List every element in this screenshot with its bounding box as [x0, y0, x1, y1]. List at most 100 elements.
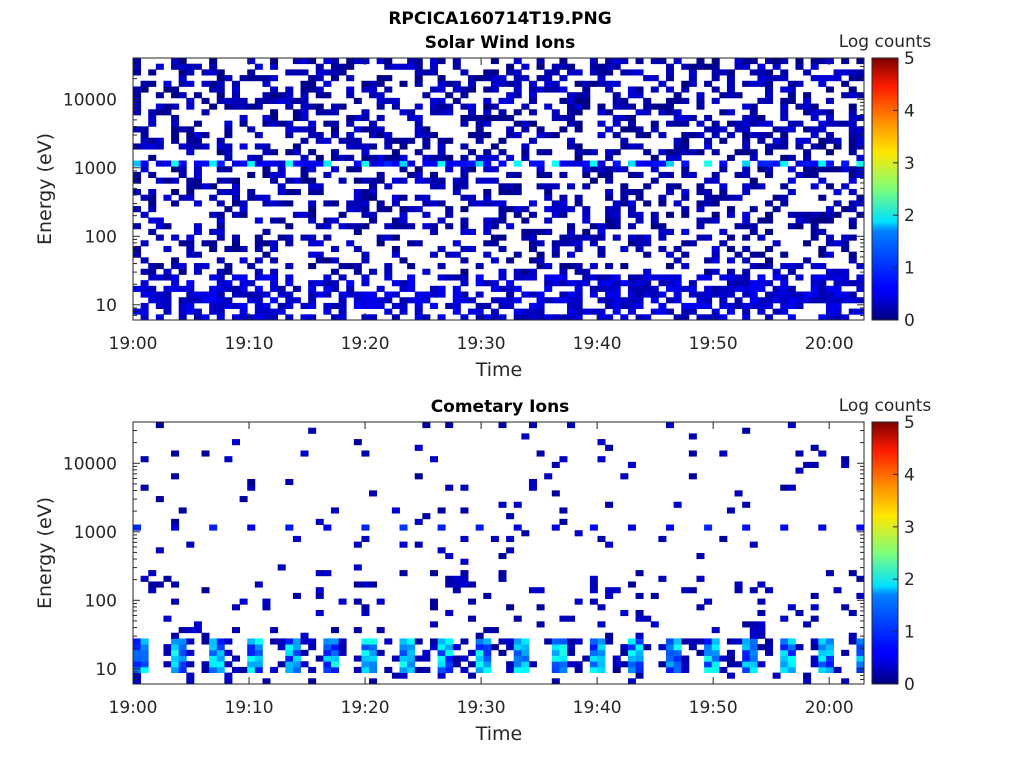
heatmap-cell: [429, 132, 438, 139]
heatmap-cell: [148, 217, 157, 224]
heatmap-cell: [300, 302, 309, 310]
heatmap-cell: [330, 217, 339, 224]
heatmap-cell: [254, 245, 263, 253]
heatmap-cell: [292, 644, 301, 651]
heatmap-cell: [848, 189, 857, 196]
heatmap-cell: [544, 263, 553, 270]
heatmap-cell: [391, 507, 400, 514]
heatmap-cell: [536, 251, 545, 258]
heatmap-cell: [330, 314, 339, 321]
heatmap-cell: [209, 297, 218, 304]
heatmap-cell: [369, 297, 378, 304]
heatmap-cell: [224, 97, 233, 104]
heatmap-cell: [483, 302, 492, 310]
heatmap-cell: [612, 160, 621, 167]
heatmap-cell: [825, 302, 834, 310]
heatmap-cell: [551, 649, 560, 656]
heatmap-cell: [742, 314, 751, 321]
heatmap-cell: [399, 206, 408, 213]
heatmap-cell: [460, 257, 469, 264]
heatmap-cell: [612, 58, 621, 65]
heatmap-cell: [201, 263, 210, 270]
heatmap-cell: [140, 194, 149, 201]
heatmap-cell: [567, 228, 576, 235]
heatmap-cell: [285, 644, 294, 651]
heatmap-cell: [353, 666, 362, 674]
heatmap-cell: [300, 314, 309, 321]
heatmap-cell: [605, 501, 614, 508]
heatmap-cell: [163, 223, 172, 230]
heatmap-cell: [133, 160, 142, 167]
heatmap-cell: [757, 297, 766, 304]
heatmap-cell: [285, 223, 294, 230]
heatmap-cell: [612, 666, 621, 674]
heatmap-cell: [429, 86, 438, 93]
heatmap-cell: [133, 661, 142, 668]
heatmap-cell: [437, 217, 446, 224]
heatmap-cell: [133, 206, 142, 213]
heatmap-cell: [551, 678, 560, 685]
heatmap-cell: [498, 80, 507, 87]
heatmap-cell: [582, 166, 591, 173]
heatmap-cell: [772, 206, 781, 213]
heatmap-cell: [254, 644, 263, 651]
heatmap-cell: [475, 638, 484, 645]
heatmap-cell: [247, 644, 256, 651]
heatmap-cell: [620, 297, 629, 304]
heatmap-cell: [795, 103, 804, 110]
heatmap-cell: [475, 177, 484, 184]
heatmap-cell: [803, 160, 812, 167]
heatmap-cell: [353, 245, 362, 253]
heatmap-cell: [704, 666, 713, 674]
heatmap-cell: [810, 297, 819, 304]
heatmap-cell: [780, 484, 789, 491]
heatmap-cell: [742, 285, 751, 292]
heatmap-cell: [681, 314, 690, 321]
heatmap-cell: [559, 268, 568, 275]
heatmap-cell: [848, 143, 857, 150]
heatmap-cell: [742, 103, 751, 110]
heatmap-cell: [825, 666, 834, 674]
heatmap-cell: [483, 120, 492, 127]
heatmap-cell: [429, 223, 438, 230]
heatmap-cell: [749, 103, 758, 110]
heatmap-cell: [353, 177, 362, 184]
heatmap-cell: [384, 63, 393, 70]
heatmap-cell: [734, 251, 743, 258]
heatmap-cell: [521, 217, 530, 224]
heatmap-cell: [452, 177, 461, 184]
heatmap-cell: [726, 132, 735, 139]
heatmap-cell: [574, 160, 583, 167]
heatmap-cell: [528, 97, 537, 104]
heatmap-cell: [818, 58, 827, 65]
heatmap-cell: [673, 154, 682, 161]
heatmap-cell: [262, 120, 271, 127]
heatmap-cell: [833, 308, 842, 315]
heatmap-cell: [437, 263, 446, 270]
heatmap-cell: [376, 97, 385, 104]
heatmap-cell: [521, 638, 530, 645]
heatmap-cell: [627, 461, 636, 468]
heatmap-cell: [254, 160, 263, 167]
heatmap-cell: [407, 160, 416, 167]
heatmap-cell: [231, 302, 240, 310]
heatmap-cell: [171, 166, 180, 173]
y-tick-label: 1000: [74, 523, 117, 543]
heatmap-cell: [726, 291, 735, 298]
heatmap-cell: [825, 109, 834, 116]
heatmap-cell: [787, 644, 796, 651]
heatmap-cell: [780, 263, 789, 270]
heatmap-cell: [330, 627, 339, 634]
heatmap-cell: [841, 234, 850, 241]
heatmap-cell: [277, 120, 286, 127]
heatmap-cell: [361, 524, 370, 531]
heatmap-cell: [749, 228, 758, 235]
heatmap-cell: [414, 240, 423, 247]
heatmap-cell: [681, 143, 690, 150]
heatmap-cell: [429, 103, 438, 110]
heatmap-cell: [848, 280, 857, 287]
heatmap-cell: [513, 120, 522, 127]
colorbar-tick-label: 4: [904, 101, 915, 121]
heatmap-cell: [468, 166, 477, 173]
heatmap-cell: [650, 58, 659, 65]
